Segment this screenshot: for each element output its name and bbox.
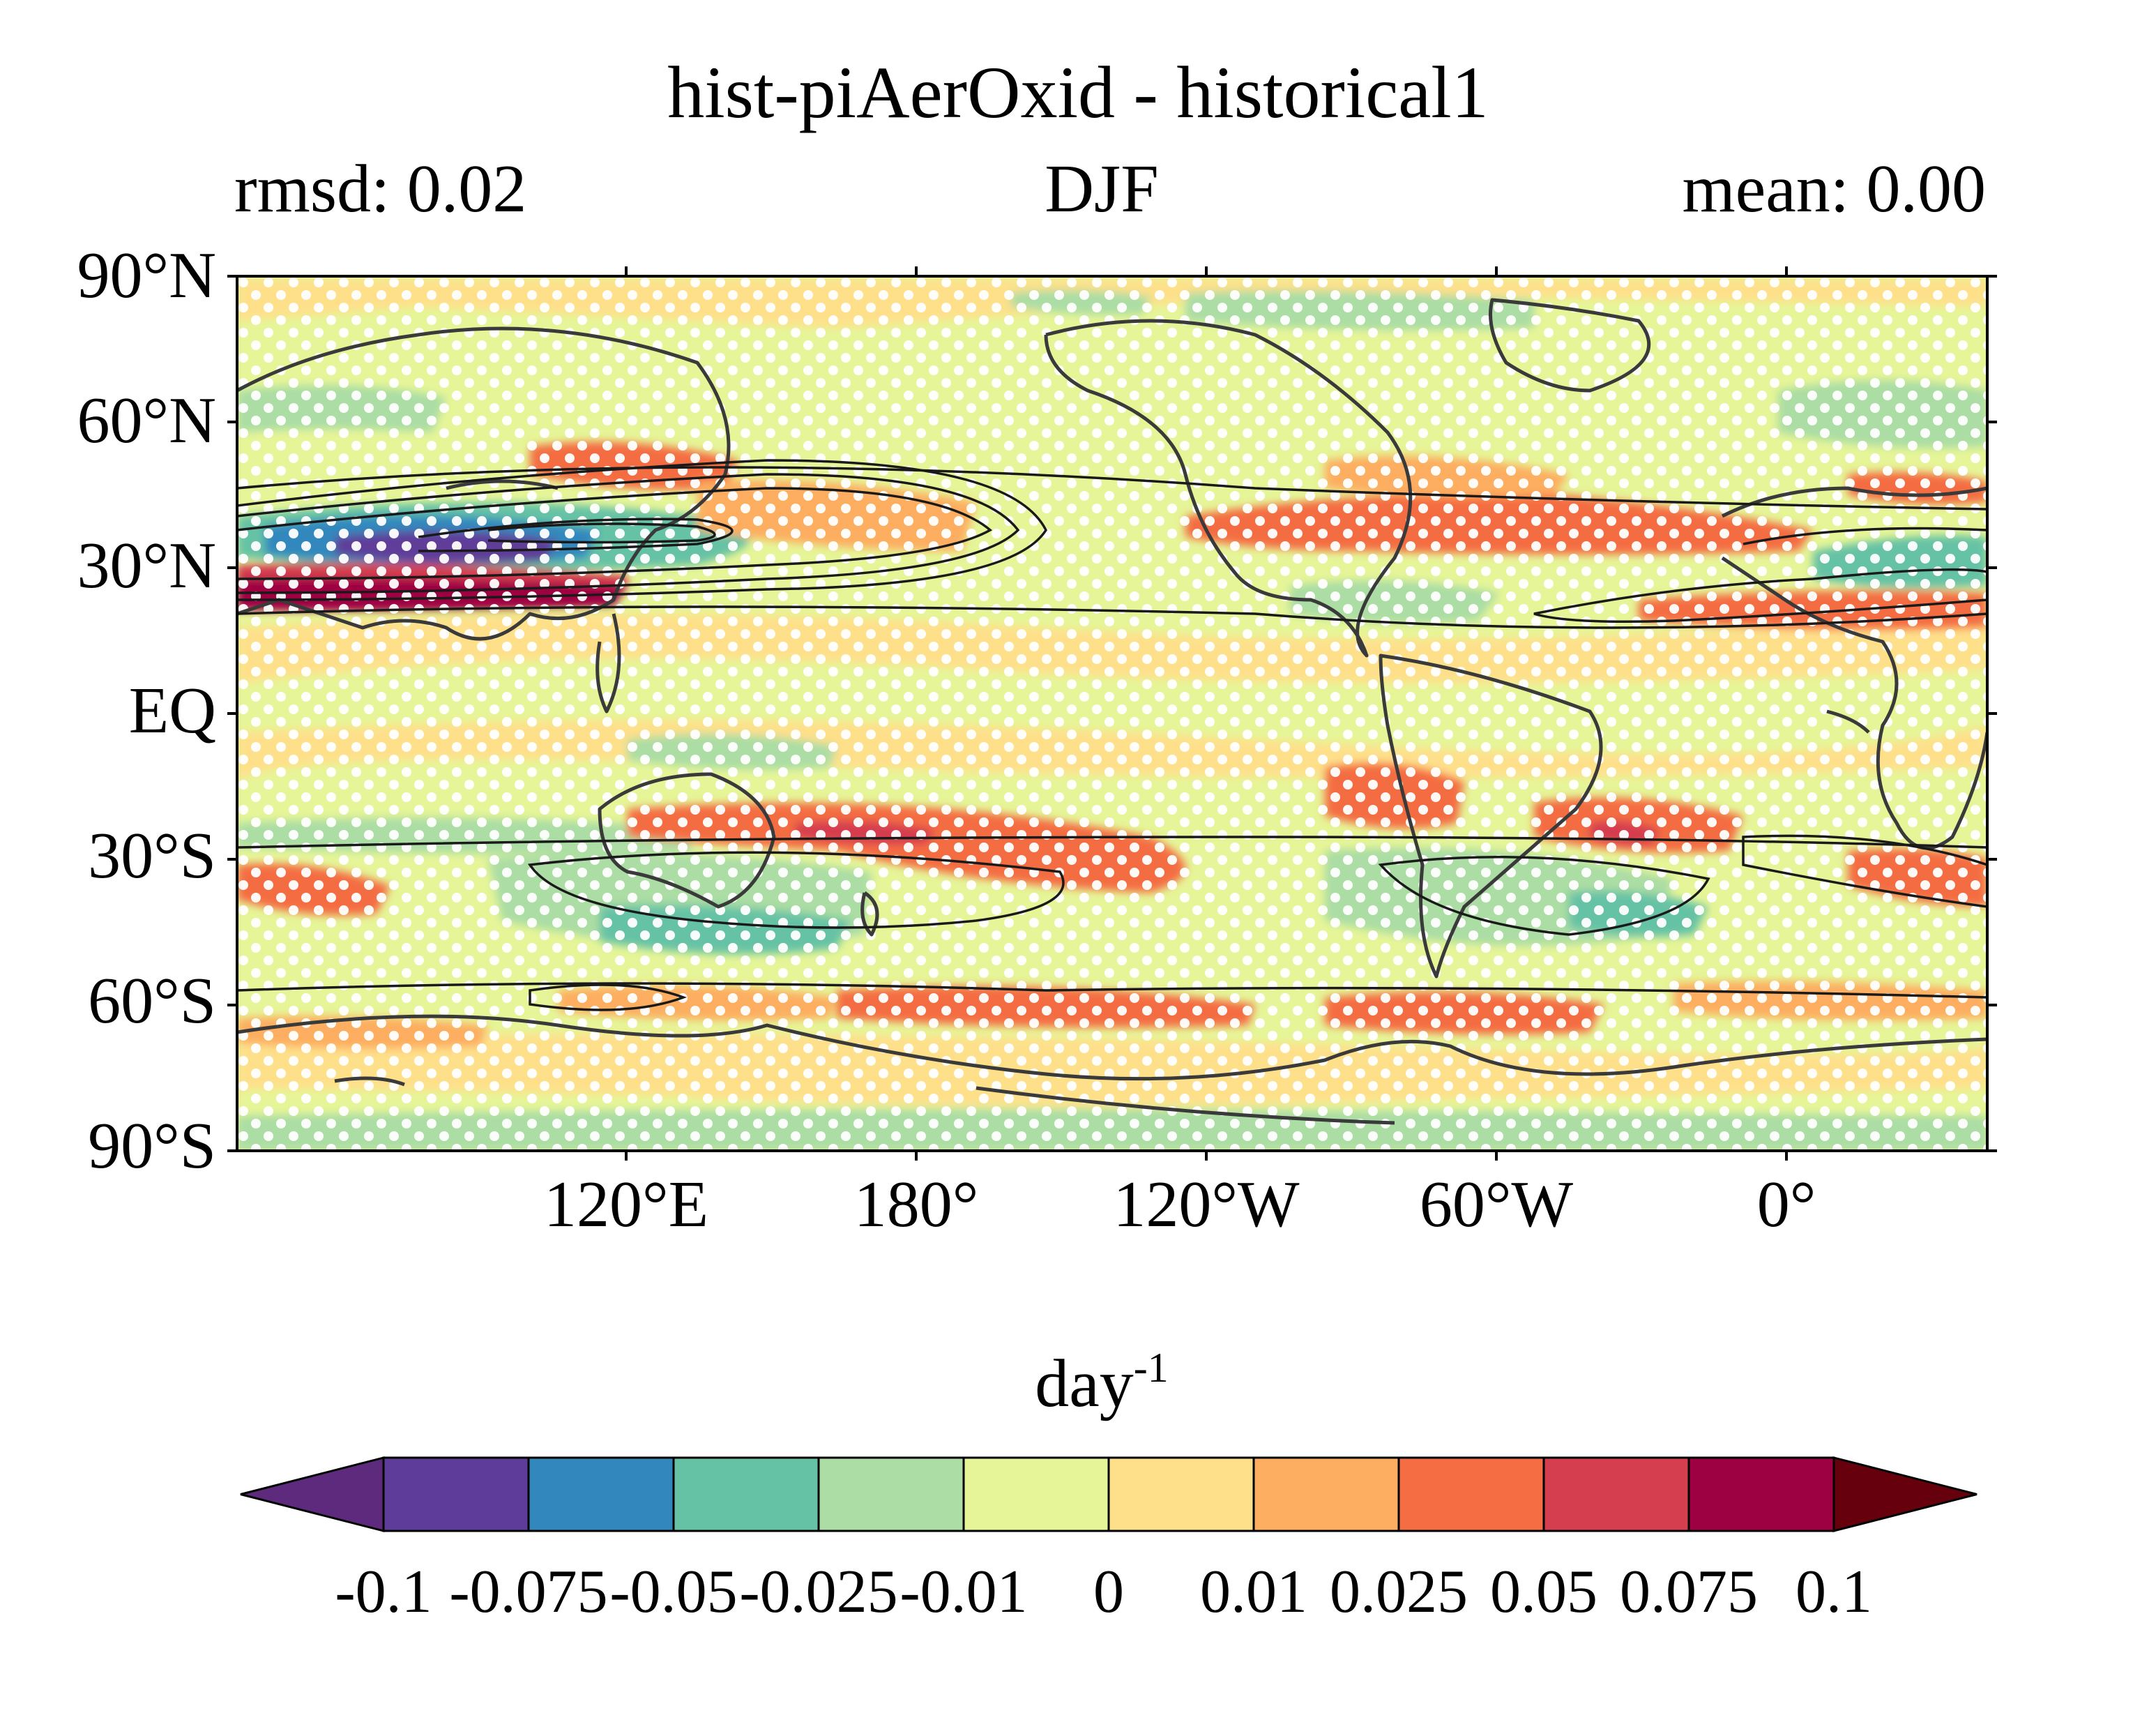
colorbar-tick-text: 0.05 [1490, 1558, 1597, 1626]
unit-base: day [1035, 1346, 1134, 1421]
colorbar-tick-text: 0.01 [1200, 1558, 1307, 1626]
colorbar-segment [1397, 1456, 1545, 1532]
lat-label-60s: 60°S [88, 965, 216, 1037]
lat-label-30s: 30°S [88, 820, 216, 892]
lat-label-90s: 90°S [88, 1110, 216, 1182]
colorbar-extend-low [240, 1456, 385, 1532]
colorbar-segment [1252, 1456, 1400, 1532]
colorbar-tick-text: 0 [1093, 1558, 1124, 1626]
season-label: DJF [1045, 151, 1159, 227]
colorbar-tick-labels: -0.1 -0.075 -0.05 -0.025 -0.01 0 0.01 0.025 0.05… [0, 1557, 2156, 1633]
colorbar-extend-high [1832, 1456, 1977, 1532]
colorbar-tick-text: 0.025 [1330, 1558, 1468, 1626]
colorbar-unit-label: day-1 [990, 1347, 1213, 1418]
rmsd-label: rmsd: 0.02 [234, 151, 527, 227]
lat-label-30n: 30°N [77, 529, 216, 602]
lon-label-60w: 60°W [1419, 1168, 1574, 1241]
colorbar-segment [382, 1456, 530, 1532]
colorbar-tick-text: -0.075 [449, 1558, 608, 1626]
colorbar-segment [1687, 1456, 1835, 1532]
climatology-contours [237, 459, 1987, 1011]
lat-label-eq: EQ [128, 674, 216, 747]
mean-label: mean: 0.00 [1682, 151, 1986, 227]
lon-label-120w: 120°W [1113, 1168, 1300, 1241]
colorbar-tick-text: -0.025 [739, 1558, 898, 1626]
lat-label-90n: 90°N [77, 239, 216, 312]
lat-label-60n: 60°N [77, 384, 216, 457]
colorbar-segment [527, 1456, 675, 1532]
colorbar-segment [1107, 1456, 1255, 1532]
colorbar-segment [1542, 1456, 1690, 1532]
colorbar-tick-text: -0.05 [609, 1558, 738, 1626]
colorbar-tick-text: 0.075 [1620, 1558, 1758, 1626]
lon-label-180: 180° [853, 1168, 979, 1241]
colorbar-tick-text: 0.1 [1796, 1558, 1872, 1626]
lon-label-0: 0° [1756, 1168, 1816, 1241]
axis-ticks [227, 266, 1997, 1161]
lon-label-120e: 120°E [543, 1168, 708, 1241]
plot-title: hist-piAerOxid - historical1 [667, 52, 1489, 133]
colorbar-tick-text: -0.1 [335, 1558, 432, 1626]
colorbar-tick-text: -0.01 [899, 1558, 1028, 1626]
colorbar-segment [672, 1456, 820, 1532]
coastlines [237, 298, 1987, 1125]
colorbar [240, 1456, 1977, 1532]
map-field [237, 276, 1987, 1151]
colorbar-segment [962, 1456, 1110, 1532]
unit-exponent: -1 [1133, 1345, 1169, 1391]
colorbar-segment [817, 1456, 965, 1532]
